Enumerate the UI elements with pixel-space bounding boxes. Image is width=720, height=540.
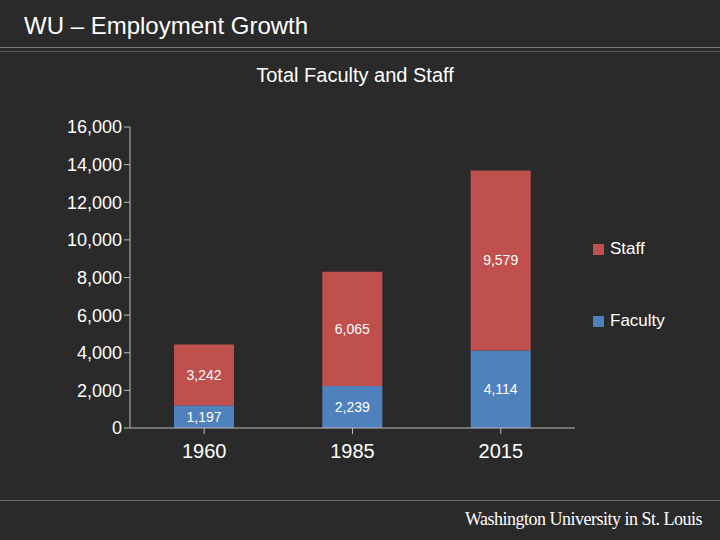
svg-text:4,000: 4,000 (77, 343, 122, 363)
svg-text:16,000: 16,000 (67, 117, 122, 137)
svg-text:3,242: 3,242 (186, 367, 221, 383)
html-text:Total Faculty and Staff: Total Faculty and Staff (256, 64, 454, 86)
html-text:Staff: Staff (610, 239, 645, 258)
svg-text:6,000: 6,000 (77, 306, 122, 326)
svg-text:2,000: 2,000 (77, 381, 122, 401)
svg-text:2,239: 2,239 (335, 399, 370, 415)
html-text:Faculty: Faculty (610, 311, 665, 330)
svg-text:1985: 1985 (330, 440, 375, 462)
svg-text:1,197: 1,197 (186, 409, 221, 425)
svg-text:9,579: 9,579 (483, 252, 518, 268)
svg-text:10,000: 10,000 (67, 230, 122, 250)
svg-text:0: 0 (112, 418, 122, 438)
html-text:Washington University in St. L: Washington University in St. Louis (464, 509, 702, 529)
svg-text:6,065: 6,065 (335, 321, 370, 337)
svg-text:2015: 2015 (479, 440, 524, 462)
svg-text:14,000: 14,000 (67, 155, 122, 175)
svg-text:12,000: 12,000 (67, 193, 122, 213)
html-text:WU – Employment Growth: WU – Employment Growth (24, 12, 309, 39)
svg-text:8,000: 8,000 (77, 268, 122, 288)
svg-text:4,114: 4,114 (484, 381, 518, 397)
svg-text:1960: 1960 (182, 440, 227, 462)
